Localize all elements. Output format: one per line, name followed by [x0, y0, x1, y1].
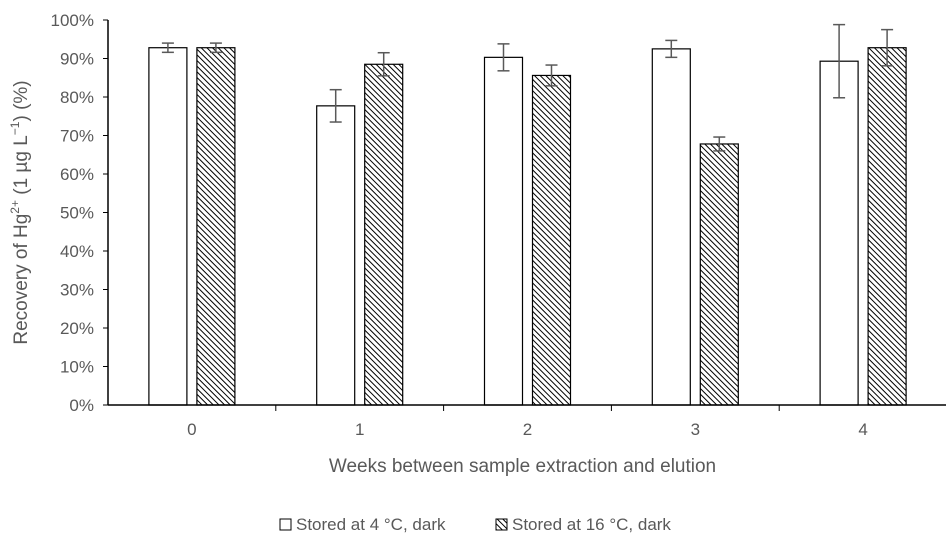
x-axis-title: Weeks between sample extraction and elut…	[329, 456, 716, 477]
bar-16c	[867, 47, 907, 406]
y-axis-title-concentration: (1 µg L	[11, 135, 32, 200]
y-axis-title: Recovery of Hg2+ (1 µg L−1) (%)	[8, 80, 32, 344]
y-tick-label: 90%	[60, 50, 94, 69]
bar-4c	[483, 56, 524, 406]
bar-16c	[699, 143, 739, 406]
x-tick-label: 2	[523, 420, 532, 439]
y-axis-ticks: 0% 10% 20% 30% 40% 50% 60% 70% 80% 90% 100%	[51, 11, 108, 415]
legend-swatch-16c	[495, 518, 508, 531]
x-tick-label: 3	[691, 420, 700, 439]
y-axis-title-superscript-charge: 2+	[8, 200, 22, 214]
y-tick-label: 80%	[60, 88, 94, 107]
y-tick-label: 100%	[51, 11, 94, 30]
x-tick-label: 4	[858, 420, 867, 439]
bar-16c	[196, 47, 236, 406]
y-tick-label: 20%	[60, 319, 94, 338]
y-tick-label: 50%	[60, 204, 94, 223]
error-bars	[161, 23, 894, 152]
y-axis-title-superscript-unit: −1	[8, 121, 22, 135]
y-tick-label: 10%	[60, 358, 94, 377]
x-tick-label: 0	[187, 420, 196, 439]
y-tick-label: 0%	[69, 396, 94, 415]
legend-swatch-4c	[279, 518, 292, 531]
y-tick-label: 70%	[60, 127, 94, 146]
y-tick-label: 30%	[60, 281, 94, 300]
legend: Stored at 4 °C, dark Stored at 16 °C, da…	[279, 515, 671, 534]
bar-4c	[651, 48, 691, 406]
bar-16c	[364, 63, 404, 406]
legend-label-4c: Stored at 4 °C, dark	[296, 515, 446, 534]
bar-16c	[531, 74, 572, 406]
bar-4c	[148, 47, 188, 406]
bar-4c	[819, 60, 859, 406]
y-axis-title-prefix: Recovery of Hg	[11, 214, 32, 345]
y-tick-label: 40%	[60, 242, 94, 261]
y-tick-label: 60%	[60, 165, 94, 184]
x-axis-ticks: 0 1 2 3 4	[187, 405, 868, 439]
x-tick-label: 1	[355, 420, 364, 439]
bars	[148, 47, 907, 406]
legend-label-16c: Stored at 16 °C, dark	[512, 515, 671, 534]
y-axis-title-suffix: ) (%)	[11, 80, 32, 121]
bar-4c	[316, 105, 356, 406]
